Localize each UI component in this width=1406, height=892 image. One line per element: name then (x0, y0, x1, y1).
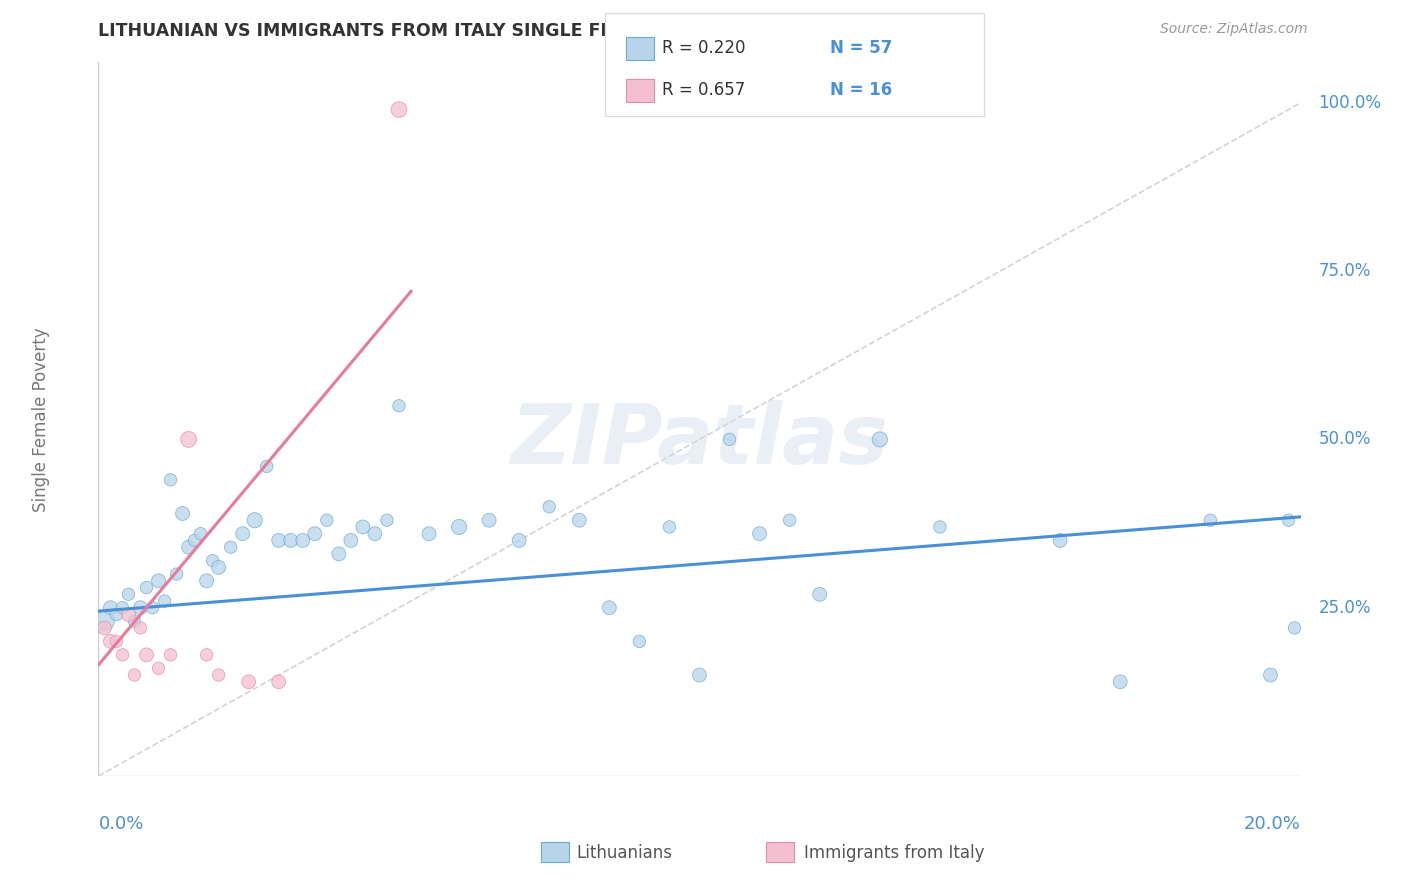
Point (100, 600, 122, 615)
Text: 50.0%: 50.0% (1319, 431, 1371, 449)
Point (93, 621, 115, 635)
Point (93, 614, 115, 628)
Point (135, 581, 157, 595)
Point (1199, 513, 1222, 527)
Point (148, 661, 170, 675)
Text: Single Female Poverty: Single Female Poverty (32, 327, 49, 511)
Point (153, 594, 176, 608)
Point (166, 567, 188, 582)
Text: R = 0.657: R = 0.657 (662, 81, 745, 99)
Point (256, 459, 278, 474)
Point (243, 513, 266, 527)
Text: N = 16: N = 16 (830, 81, 891, 99)
Point (568, 513, 591, 527)
Point (111, 600, 134, 615)
Point (117, 587, 139, 601)
Point (688, 668, 710, 682)
Point (388, 399, 411, 413)
Point (124, 668, 146, 682)
Point (478, 513, 501, 527)
Text: LITHUANIAN VS IMMIGRANTS FROM ITALY SINGLE FEMALE POVERTY CORRELATION CHART: LITHUANIAN VS IMMIGRANTS FROM ITALY SING… (98, 22, 977, 40)
Point (779, 513, 801, 527)
Text: R = 0.220: R = 0.220 (662, 39, 745, 57)
Point (315, 513, 337, 527)
Point (418, 526, 440, 541)
Point (869, 433, 891, 447)
Point (201, 553, 224, 567)
Point (291, 533, 314, 548)
Point (447, 520, 470, 534)
Point (364, 526, 387, 541)
Point (105, 607, 128, 622)
Point (159, 473, 181, 487)
Point (159, 648, 181, 662)
Point (208, 668, 231, 682)
Point (105, 634, 128, 648)
Point (232, 526, 254, 541)
Point (100, 634, 122, 648)
Text: 100.0%: 100.0% (1319, 94, 1382, 112)
Point (129, 600, 152, 615)
Point (718, 433, 741, 447)
Point (375, 513, 398, 527)
Text: 20.0%: 20.0% (1244, 815, 1301, 833)
Point (267, 533, 290, 548)
Text: Source: ZipAtlas.com: Source: ZipAtlas.com (1160, 22, 1308, 37)
Text: 0.0%: 0.0% (98, 815, 143, 833)
Point (598, 600, 620, 615)
Point (195, 648, 218, 662)
Point (195, 574, 218, 588)
Point (183, 533, 205, 548)
Point (628, 634, 651, 648)
Point (388, 103, 411, 117)
Point (177, 433, 200, 447)
Text: 25.0%: 25.0% (1319, 599, 1371, 616)
Text: Immigrants from Italy: Immigrants from Italy (804, 844, 984, 862)
Point (658, 520, 681, 534)
Point (208, 560, 231, 574)
Point (1049, 533, 1071, 548)
Point (1277, 513, 1299, 527)
Text: 75.0%: 75.0% (1319, 262, 1371, 280)
Point (238, 674, 260, 689)
Point (190, 526, 212, 541)
Point (124, 614, 146, 628)
Point (538, 500, 561, 514)
Point (172, 507, 194, 521)
Point (508, 533, 530, 548)
Point (267, 674, 290, 689)
Point (1284, 621, 1306, 635)
Point (1260, 668, 1282, 682)
Point (129, 621, 152, 635)
Point (117, 607, 139, 622)
Text: Lithuanians: Lithuanians (576, 844, 672, 862)
Point (328, 547, 350, 561)
Point (141, 600, 163, 615)
Text: ZIPatlas: ZIPatlas (510, 401, 889, 481)
Text: N = 57: N = 57 (830, 39, 891, 57)
Point (748, 526, 770, 541)
Point (177, 540, 200, 554)
Point (340, 533, 363, 548)
Point (808, 587, 831, 601)
Point (148, 574, 170, 588)
Point (111, 648, 134, 662)
Point (280, 533, 302, 548)
Point (929, 520, 952, 534)
Point (304, 526, 326, 541)
Point (219, 540, 242, 554)
Point (1109, 674, 1132, 689)
Point (352, 520, 374, 534)
Point (135, 648, 157, 662)
